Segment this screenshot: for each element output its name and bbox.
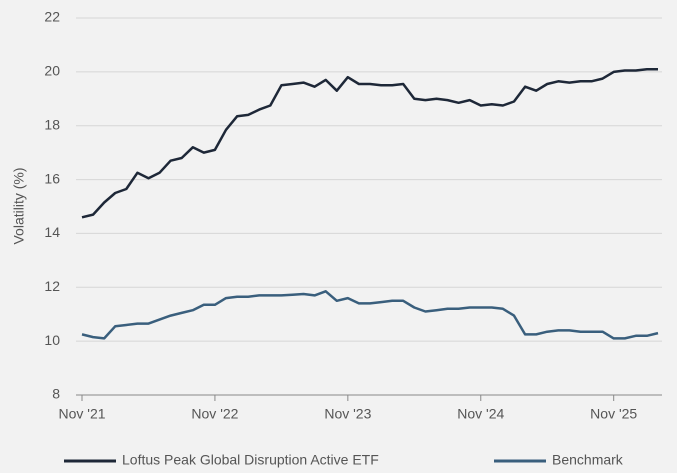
legend-label: Loftus Peak Global Disruption Active ETF xyxy=(122,452,379,468)
y-tick-label: 18 xyxy=(44,116,60,132)
y-tick-label: 14 xyxy=(44,224,60,240)
y-tick-label: 16 xyxy=(44,170,60,186)
y-tick-label: 10 xyxy=(44,332,60,348)
x-tick-label: Nov '22 xyxy=(191,406,238,422)
series-line xyxy=(81,290,659,340)
y-tick-label: 20 xyxy=(44,63,60,79)
x-tick-label: Nov '21 xyxy=(58,406,105,422)
y-tick-label: 22 xyxy=(44,9,60,25)
x-tick-label: Nov '23 xyxy=(324,406,371,422)
y-axis-label: Volatility (%) xyxy=(11,167,27,244)
x-tick-label: Nov '25 xyxy=(590,406,637,422)
y-tick-label: 8 xyxy=(52,386,60,402)
x-tick-label: Nov '24 xyxy=(457,406,504,422)
series-line xyxy=(81,67,658,219)
y-tick-label: 12 xyxy=(44,278,60,294)
legend-label: Benchmark xyxy=(552,452,624,468)
